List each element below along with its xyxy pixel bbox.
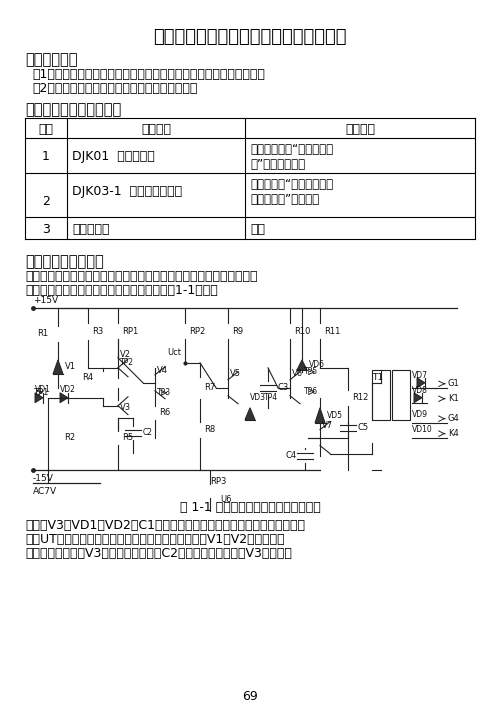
- Text: -15V: -15V: [33, 474, 54, 483]
- Text: V6: V6: [292, 369, 303, 378]
- Text: VD9: VD9: [412, 410, 428, 419]
- Polygon shape: [414, 393, 422, 402]
- Text: C2: C2: [143, 428, 153, 437]
- Text: U6: U6: [220, 495, 232, 504]
- Text: G1: G1: [448, 379, 460, 388]
- Text: V2: V2: [120, 350, 131, 359]
- Text: R5: R5: [122, 433, 133, 442]
- Text: TP4: TP4: [264, 393, 278, 402]
- Text: T1: T1: [372, 373, 383, 383]
- Bar: [372, 370, 390, 419]
- Text: AC7V: AC7V: [33, 487, 57, 496]
- Polygon shape: [53, 360, 63, 373]
- Text: （1）加深理解锅齿波同步移相触发电路的工作原理及各元件的作用。: （1）加深理解锅齿波同步移相触发电路的工作原理及各元件的作用。: [32, 68, 265, 80]
- Text: TP1: TP1: [33, 388, 48, 397]
- Text: R2: R2: [64, 433, 75, 442]
- Text: 自备: 自备: [250, 223, 265, 237]
- Text: 由V3、VD1、VD2、C1等元件组成同步检测环节，其作用是利用同步: 由V3、VD1、VD2、C1等元件组成同步检测环节，其作用是利用同步: [25, 520, 305, 532]
- Text: 图 1-1 锅齿波同步移相触发电路原理图: 图 1-1 锅齿波同步移相触发电路原理图: [180, 501, 320, 515]
- Text: R6: R6: [159, 408, 170, 417]
- Text: Uct: Uct: [167, 348, 181, 357]
- Text: R11: R11: [324, 328, 340, 337]
- Text: 该控制屏包含“三相电源输: 该控制屏包含“三相电源输: [250, 143, 333, 155]
- Polygon shape: [417, 378, 425, 388]
- Text: VD2: VD2: [60, 385, 76, 394]
- Text: V1: V1: [65, 362, 76, 371]
- Text: C5: C5: [358, 423, 369, 432]
- Text: 一、实验目的: 一、实验目的: [25, 52, 78, 67]
- Text: VD5: VD5: [327, 411, 343, 419]
- Text: RP1: RP1: [122, 328, 138, 337]
- Text: 该挂件包含“锅齿波同步移: 该挂件包含“锅齿波同步移: [250, 179, 333, 191]
- Text: VD7: VD7: [412, 371, 428, 381]
- Polygon shape: [35, 393, 43, 402]
- Text: R1: R1: [37, 330, 48, 338]
- Text: VD6: VD6: [309, 360, 325, 369]
- Text: V4: V4: [157, 366, 168, 376]
- Text: 双踪示波器: 双踪示波器: [72, 223, 110, 237]
- Text: 69: 69: [242, 690, 258, 703]
- Text: R8: R8: [204, 425, 215, 434]
- Text: 的恒流源电路，当V3截止时，恒流源对C2充电形成锅齿波；当V3导通时，: 的恒流源电路，当V3截止时，恒流源对C2充电形成锅齿波；当V3导通时，: [25, 547, 292, 561]
- Text: V7: V7: [322, 421, 333, 430]
- Text: 相触发电路”等模块。: 相触发电路”等模块。: [250, 193, 319, 206]
- Polygon shape: [245, 407, 255, 419]
- Text: TP5: TP5: [304, 367, 318, 376]
- Text: 冲形成、脉冲放大等环节组成，其原理图如图1-1所示。: 冲形成、脉冲放大等环节组成，其原理图如图1-1所示。: [25, 284, 218, 297]
- Text: （2）掌握锅齿波同步移相触发电路的调试方法。: （2）掌握锅齿波同步移相触发电路的调试方法。: [32, 82, 198, 95]
- Text: +15V: +15V: [33, 296, 58, 304]
- Text: 3: 3: [42, 223, 50, 237]
- Text: R4: R4: [82, 373, 93, 383]
- Text: 序号: 序号: [38, 123, 54, 136]
- Text: 型　　号: 型 号: [141, 123, 171, 136]
- Text: 实验一　　锅齿波同步移相触发电路实验: 实验一 锅齿波同步移相触发电路实验: [153, 28, 347, 46]
- Text: DJK03-1  晶闸管触发电路: DJK03-1 晶闸管触发电路: [72, 186, 182, 198]
- Polygon shape: [315, 407, 325, 423]
- Text: VD1: VD1: [35, 385, 51, 394]
- Text: VD3: VD3: [250, 393, 266, 402]
- Text: 2: 2: [42, 196, 50, 208]
- Text: R10: R10: [294, 328, 310, 337]
- Text: 备　　注: 备 注: [345, 123, 375, 136]
- Bar: [392, 370, 410, 419]
- Text: G4: G4: [448, 414, 460, 423]
- Text: TP6: TP6: [304, 388, 318, 396]
- Text: R9: R9: [232, 328, 243, 337]
- Text: 三、实验线路及原理: 三、实验线路及原理: [25, 254, 104, 269]
- Text: VD10: VD10: [412, 425, 433, 434]
- Text: 锅齿波同步移相触发电路由同步检测、锅齿波形成、移相控制、脉: 锅齿波同步移相触发电路由同步检测、锅齿波形成、移相控制、脉: [25, 270, 258, 283]
- Text: 1: 1: [42, 150, 50, 162]
- Text: R12: R12: [352, 393, 368, 402]
- Text: RP2: RP2: [189, 328, 206, 337]
- Text: C4: C4: [285, 451, 296, 460]
- Text: 二、实验所需挂件及附件: 二、实验所需挂件及附件: [25, 102, 121, 116]
- Text: 出”等几个模块。: 出”等几个模块。: [250, 157, 305, 171]
- Polygon shape: [60, 393, 68, 402]
- Text: R7: R7: [204, 383, 215, 393]
- Text: V3: V3: [120, 403, 131, 412]
- Text: R3: R3: [92, 328, 104, 337]
- Text: TP2: TP2: [120, 359, 134, 367]
- Polygon shape: [297, 360, 307, 370]
- Text: K4: K4: [448, 429, 459, 438]
- Text: TP3: TP3: [157, 388, 171, 397]
- Text: K1: K1: [448, 394, 459, 403]
- Text: V5: V5: [230, 369, 241, 378]
- Text: C3: C3: [278, 383, 289, 393]
- Text: VD8: VD8: [412, 386, 428, 395]
- Text: DJK01  电源控制屏: DJK01 电源控制屏: [72, 150, 155, 162]
- Text: 电压UT来控制锅齿波产生的时刻及锅齿波的宽度。由V1、V2等元件组成: 电压UT来控制锅齿波产生的时刻及锅齿波的宽度。由V1、V2等元件组成: [25, 533, 284, 546]
- Text: RP3: RP3: [210, 477, 226, 486]
